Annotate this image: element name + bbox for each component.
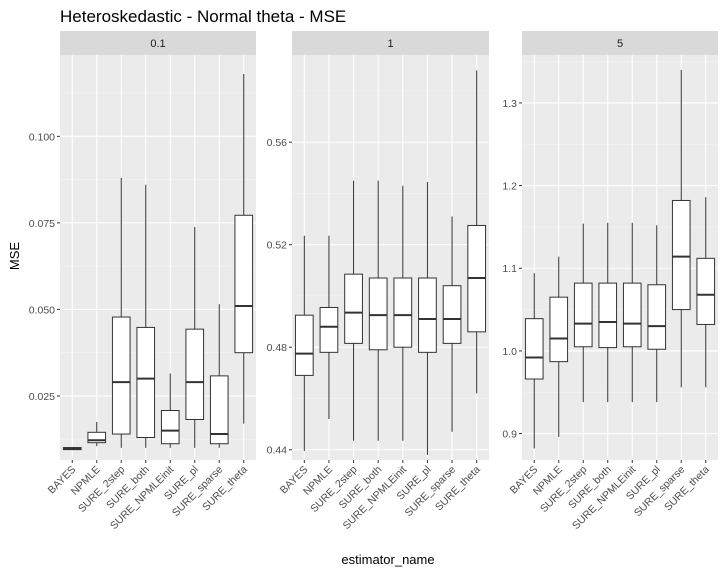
iqr-box bbox=[294, 314, 314, 376]
box-BAYES bbox=[524, 273, 544, 449]
iqr-box bbox=[549, 296, 569, 363]
box-SURE_both bbox=[368, 180, 388, 441]
iqr-box bbox=[319, 306, 339, 353]
box-SURE_pl bbox=[418, 181, 437, 455]
facet-strip-label: 1 bbox=[387, 38, 393, 50]
facet-strip bbox=[292, 31, 489, 55]
x-axis-title: estimator_name bbox=[341, 552, 434, 567]
y-tick-label: 0.56 bbox=[267, 137, 288, 149]
box-SURE_both bbox=[136, 184, 156, 448]
chart-title: Heteroskedastic - Normal theta - MSE bbox=[60, 7, 346, 26]
box-NPMLE bbox=[319, 235, 339, 419]
iqr-box bbox=[160, 410, 180, 445]
y-tick-label: 0.9 bbox=[502, 429, 517, 441]
box-SURE_2step bbox=[111, 177, 131, 448]
iqr-box bbox=[598, 282, 618, 349]
y-tick-label: 0.48 bbox=[267, 342, 288, 354]
facet-strip-label: 0.1 bbox=[150, 38, 165, 50]
facet-panels: 0.10.0250.0500.0750.100BAYESNPMLESURE_2s… bbox=[29, 31, 718, 532]
facet-panel-0-1: 0.10.0250.0500.0750.100BAYESNPMLESURE_2s… bbox=[29, 31, 256, 532]
box-SURE_sparse bbox=[442, 216, 462, 432]
box-NPMLE bbox=[549, 256, 569, 437]
box-SURE_pl bbox=[647, 225, 667, 403]
panel-background bbox=[292, 55, 489, 460]
box-SURE_both bbox=[598, 222, 618, 403]
box-SURE_pl bbox=[185, 227, 205, 448]
iqr-box bbox=[671, 199, 691, 311]
box-SURE_sparse bbox=[209, 304, 229, 448]
box-BAYES bbox=[62, 447, 82, 451]
y-tick-label: 1.1 bbox=[502, 263, 517, 275]
iqr-box bbox=[524, 318, 544, 380]
y-tick-label: 0.52 bbox=[267, 240, 288, 252]
facet-strip bbox=[522, 31, 718, 55]
iqr-box bbox=[442, 285, 462, 344]
box-NPMLE bbox=[87, 421, 107, 447]
iqr-box bbox=[87, 431, 107, 444]
facet-strip-label: 5 bbox=[617, 38, 623, 50]
y-tick-label: 0.44 bbox=[267, 445, 288, 457]
y-tick-label: 0.025 bbox=[29, 391, 55, 403]
iqr-box bbox=[234, 214, 254, 354]
y-tick-label: 0.050 bbox=[29, 304, 55, 316]
iqr-box bbox=[111, 316, 131, 435]
y-tick-label: 1.2 bbox=[502, 181, 517, 193]
iqr-box bbox=[696, 257, 716, 325]
iqr-box bbox=[209, 375, 229, 445]
box-SURE_theta bbox=[234, 74, 254, 424]
y-axis-title: MSE bbox=[7, 242, 22, 271]
facet-panel-1: 10.440.480.520.56BAYESNPMLESURE_2stepSUR… bbox=[267, 31, 489, 532]
iqr-box bbox=[368, 277, 388, 351]
box-SURE_NPMLEinit bbox=[393, 185, 413, 441]
iqr-box bbox=[344, 273, 363, 344]
box-SURE_2step bbox=[344, 180, 363, 441]
y-tick-label: 0.100 bbox=[29, 131, 55, 143]
y-tick-label: 0.075 bbox=[29, 218, 55, 230]
box-SURE_NPMLEinit bbox=[160, 373, 180, 448]
y-tick-label: 1.3 bbox=[502, 98, 517, 110]
box-SURE_NPMLEinit bbox=[622, 222, 642, 403]
y-tick-label: 1.0 bbox=[502, 346, 517, 358]
facet-strip bbox=[60, 31, 256, 55]
facet-panel-5: 50.91.01.11.21.3BAYESNPMLESURE_2stepSURE… bbox=[502, 31, 718, 532]
iqr-box bbox=[418, 277, 437, 353]
box-SURE_2step bbox=[573, 223, 593, 403]
iqr-box bbox=[622, 282, 642, 348]
iqr-box bbox=[647, 284, 667, 350]
iqr-box bbox=[573, 282, 593, 348]
box-SURE_sparse bbox=[671, 69, 691, 388]
box-SURE_theta bbox=[467, 70, 487, 394]
iqr-box bbox=[136, 326, 156, 438]
box-SURE_theta bbox=[696, 197, 716, 388]
iqr-box bbox=[393, 277, 413, 348]
box-BAYES bbox=[294, 235, 314, 452]
iqr-box bbox=[185, 328, 205, 420]
